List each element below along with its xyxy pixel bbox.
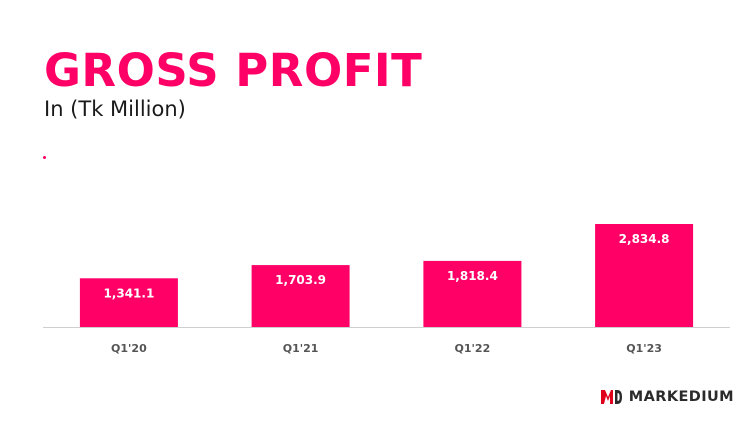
brand-logo: MARKEDIUM [599,386,734,408]
bar-3 [595,224,694,327]
bar-value-label: 2,834.8 [619,232,670,246]
bar-0 [79,278,178,327]
bar-1 [251,265,350,327]
brand-name: MARKEDIUM [628,389,734,405]
x-tick-label: Q1'21 [283,342,319,355]
md-logo-icon [600,390,622,404]
x-tick-label: Q1'20 [111,342,147,355]
bar-value-label: 1,818.4 [447,269,498,283]
bar-value-label: 1,703.9 [275,273,326,287]
bar-2 [423,260,522,327]
chart-subtitle: In (Tk Million) [44,97,186,121]
decorative-dot [43,156,46,159]
x-tick-label: Q1'22 [455,342,491,355]
chart-title: GROSS PROFIT [44,44,423,97]
x-tick-label: Q1'23 [626,342,662,355]
bar-value-label: 1,341.1 [103,286,154,300]
